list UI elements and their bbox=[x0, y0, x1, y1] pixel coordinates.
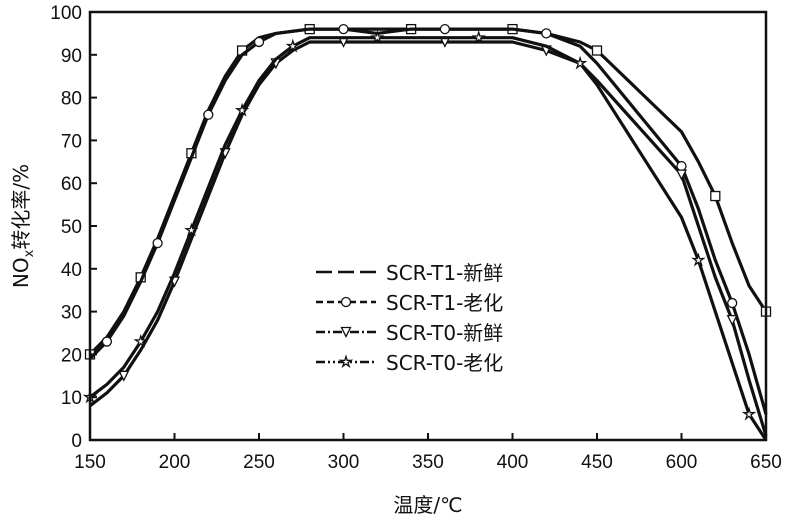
data-point-circle bbox=[727, 297, 738, 309]
data-point-square bbox=[591, 45, 603, 56]
legend-entry: SCR-T1-老化 bbox=[316, 291, 503, 315]
data-point-star bbox=[471, 30, 486, 44]
x-tick-label: 300 bbox=[328, 452, 360, 473]
legend-label: SCR-T1-新鲜 bbox=[386, 261, 503, 285]
data-point-star bbox=[338, 354, 354, 369]
svg-text:NOx转化率/%: NOx转化率/% bbox=[9, 164, 37, 288]
data-point-star bbox=[370, 30, 385, 44]
y-tick-label: 20 bbox=[61, 345, 82, 366]
y-tick-label: 30 bbox=[61, 303, 82, 324]
data-point-circle bbox=[439, 23, 451, 35]
y-tick-label: 70 bbox=[61, 131, 82, 152]
data-point-triangle bbox=[118, 370, 130, 382]
data-point-star bbox=[572, 55, 588, 70]
x-tick-label: 400 bbox=[497, 452, 529, 473]
x-tick-label: 600 bbox=[666, 452, 698, 473]
y-tick-label: 60 bbox=[61, 174, 82, 195]
y-tick-label: 0 bbox=[71, 431, 82, 452]
legend-entry: SCR-T0-老化 bbox=[316, 351, 503, 375]
data-point-circle bbox=[253, 36, 265, 48]
y-axis-title-rest: 转化率/% bbox=[9, 164, 33, 250]
y-axis-title-main: NO bbox=[9, 257, 33, 288]
legend-entry: SCR-T1-新鲜 bbox=[316, 261, 503, 285]
y-axis-title-subscript: x bbox=[22, 249, 37, 257]
data-point-star bbox=[234, 102, 250, 117]
data-point-triangle bbox=[340, 326, 352, 338]
y-tick-label: 50 bbox=[61, 217, 82, 238]
data-point-star bbox=[741, 406, 757, 421]
y-axis-title: NOx转化率/% bbox=[9, 164, 37, 288]
data-point-circle bbox=[152, 237, 163, 249]
x-tick-label: 650 bbox=[750, 452, 782, 473]
series-line bbox=[89, 40, 768, 437]
series-line-pattern bbox=[89, 28, 767, 415]
data-point-star bbox=[184, 222, 199, 237]
legend-label: SCR-T0-老化 bbox=[386, 351, 503, 375]
data-point-star bbox=[133, 333, 148, 348]
data-point-square bbox=[710, 190, 721, 202]
y-tick-label: 100 bbox=[50, 3, 82, 24]
x-tick-label: 200 bbox=[159, 452, 191, 473]
legend-label: SCR-T0-新鲜 bbox=[386, 321, 503, 345]
legend-entry: SCR-T0-新鲜 bbox=[316, 321, 503, 345]
data-point-triangle bbox=[675, 169, 688, 181]
data-point-circle bbox=[203, 109, 214, 120]
x-tick-label: 250 bbox=[243, 452, 275, 473]
y-tick-label: 80 bbox=[61, 89, 82, 110]
series-line-pattern bbox=[89, 37, 767, 441]
data-point-circle bbox=[101, 336, 113, 347]
x-tick-label: 150 bbox=[74, 452, 106, 473]
legend: SCR-T1-新鲜 SCR-T1-老化 SCR-T0-新鲜 SCR-T0-老化 bbox=[316, 261, 503, 375]
data-point-star bbox=[691, 252, 706, 267]
data-point-triangle bbox=[726, 315, 738, 327]
data-point-circle bbox=[541, 28, 552, 39]
series-layer bbox=[82, 23, 772, 441]
y-tick-label: 40 bbox=[61, 260, 82, 281]
legend-label: SCR-T1-老化 bbox=[386, 291, 503, 315]
x-tick-label: 350 bbox=[412, 452, 444, 473]
data-point-circle bbox=[338, 23, 349, 35]
series-line-pattern bbox=[89, 41, 767, 436]
data-point-star bbox=[285, 38, 301, 53]
tick-layer: 150 200 250 300 350 400 450 600 650 0 10 20 30 40 50 60… bbox=[50, 3, 782, 473]
x-axis-title: 温度/℃ bbox=[393, 493, 462, 517]
y-tick-label: 10 bbox=[61, 388, 82, 409]
x-tick-label: 450 bbox=[581, 452, 613, 473]
series-3 bbox=[82, 30, 768, 441]
series-2 bbox=[89, 36, 768, 437]
data-point-circle bbox=[340, 296, 352, 308]
series-1 bbox=[88, 23, 768, 415]
y-tick-label: 90 bbox=[61, 46, 82, 67]
